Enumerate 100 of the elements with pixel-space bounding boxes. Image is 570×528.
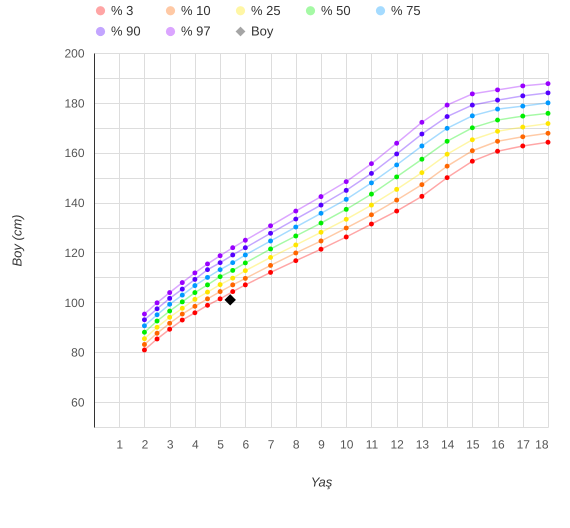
- x-tick-label: 9: [318, 438, 326, 452]
- point: [444, 102, 450, 108]
- point: [180, 292, 185, 298]
- y-tick-label: 180: [64, 96, 85, 110]
- point: [167, 326, 172, 332]
- point: [218, 253, 223, 258]
- point: [520, 134, 526, 140]
- x-tick-label: 3: [166, 438, 174, 452]
- point: [318, 202, 324, 208]
- point: [368, 212, 374, 218]
- point: [546, 121, 550, 126]
- point: [368, 202, 374, 208]
- point: [293, 258, 298, 264]
- legend-label: Boy: [251, 24, 274, 38]
- point: [546, 90, 550, 96]
- point: [394, 162, 400, 168]
- y-tick-label: 200: [64, 46, 85, 60]
- point: [192, 296, 198, 302]
- point: [368, 180, 374, 186]
- point: [218, 274, 223, 280]
- x-tick-label: 8: [292, 438, 300, 452]
- point: [218, 296, 223, 302]
- point: [344, 226, 349, 230]
- x-tick-label: 2: [142, 438, 149, 452]
- point: [230, 268, 236, 273]
- x-tick-label: 5: [217, 438, 224, 452]
- point: [293, 242, 298, 248]
- y-tick-label: 140: [64, 196, 85, 210]
- point: [470, 137, 475, 142]
- point: [167, 314, 172, 320]
- point: [154, 336, 160, 342]
- point: [142, 312, 147, 316]
- point: [192, 276, 198, 282]
- point: [205, 282, 210, 288]
- point: [520, 83, 526, 88]
- point: [142, 317, 147, 322]
- point: [344, 206, 349, 212]
- x-axis-title: Yaş: [310, 474, 333, 490]
- point: [224, 294, 236, 306]
- point: [495, 98, 500, 103]
- point: [154, 318, 160, 324]
- point: [546, 140, 550, 145]
- point: [230, 289, 236, 294]
- point: [444, 164, 450, 169]
- x-tick-label: 11: [366, 438, 378, 452]
- x-tick-label: 10: [340, 438, 354, 452]
- point: [192, 283, 198, 288]
- point: [546, 130, 550, 136]
- point: [394, 198, 400, 203]
- point: [344, 216, 349, 222]
- y-tick-label: 120: [64, 246, 85, 260]
- point: [293, 224, 298, 230]
- point: [495, 118, 500, 123]
- point: [180, 286, 185, 292]
- point: [154, 330, 160, 336]
- legend-label: % 75: [391, 2, 421, 18]
- point: [242, 268, 248, 274]
- point: [268, 262, 274, 268]
- x-tick-label: 7: [268, 438, 275, 452]
- x-tick-label: 15: [466, 438, 480, 452]
- point: [344, 196, 349, 202]
- point: [419, 182, 424, 188]
- point: [218, 260, 223, 266]
- point: [520, 93, 526, 98]
- point: [192, 290, 198, 296]
- point: [180, 318, 185, 322]
- point: [142, 348, 147, 352]
- point: [419, 156, 424, 162]
- point: [167, 290, 172, 296]
- point: [154, 300, 160, 306]
- point: [318, 238, 324, 244]
- point: [444, 114, 450, 120]
- point: [242, 245, 248, 250]
- point: [419, 120, 424, 125]
- point: [444, 126, 450, 131]
- point: [154, 324, 160, 330]
- point: [293, 234, 298, 238]
- point: [218, 289, 223, 294]
- point: [470, 125, 475, 130]
- point: [242, 238, 248, 243]
- point: [167, 320, 172, 326]
- point: [520, 104, 526, 109]
- point: [180, 299, 185, 304]
- point: [394, 140, 400, 146]
- point: [293, 250, 298, 256]
- point: [242, 260, 248, 266]
- point: [470, 102, 475, 108]
- point: [368, 192, 374, 197]
- point: [368, 161, 374, 166]
- y-tick-label: 160: [64, 146, 85, 160]
- point: [205, 267, 210, 272]
- x-tick-label: 12: [390, 438, 404, 452]
- point: [520, 124, 526, 130]
- point: [444, 138, 450, 144]
- point: [470, 148, 475, 154]
- point: [495, 128, 500, 134]
- point: [167, 308, 172, 314]
- point: [242, 276, 248, 281]
- point: [546, 110, 550, 116]
- point: [242, 252, 248, 258]
